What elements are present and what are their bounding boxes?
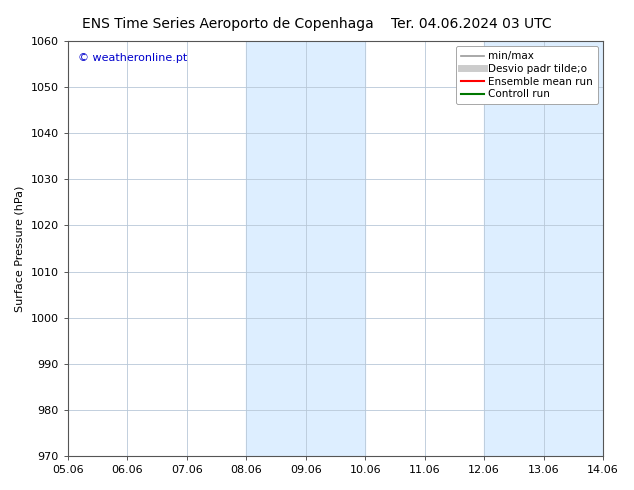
Bar (246, 41, 365, 456)
Bar (484, 41, 603, 456)
Legend: min/max, Desvio padr tilde;o, Ensemble mean run, Controll run: min/max, Desvio padr tilde;o, Ensemble m… (456, 46, 598, 104)
Text: © weatheronline.pt: © weatheronline.pt (79, 53, 188, 64)
Text: ENS Time Series Aeroporto de Copenhaga: ENS Time Series Aeroporto de Copenhaga (82, 17, 374, 31)
Y-axis label: Surface Pressure (hPa): Surface Pressure (hPa) (15, 185, 25, 312)
Text: Ter. 04.06.2024 03 UTC: Ter. 04.06.2024 03 UTC (391, 17, 552, 31)
